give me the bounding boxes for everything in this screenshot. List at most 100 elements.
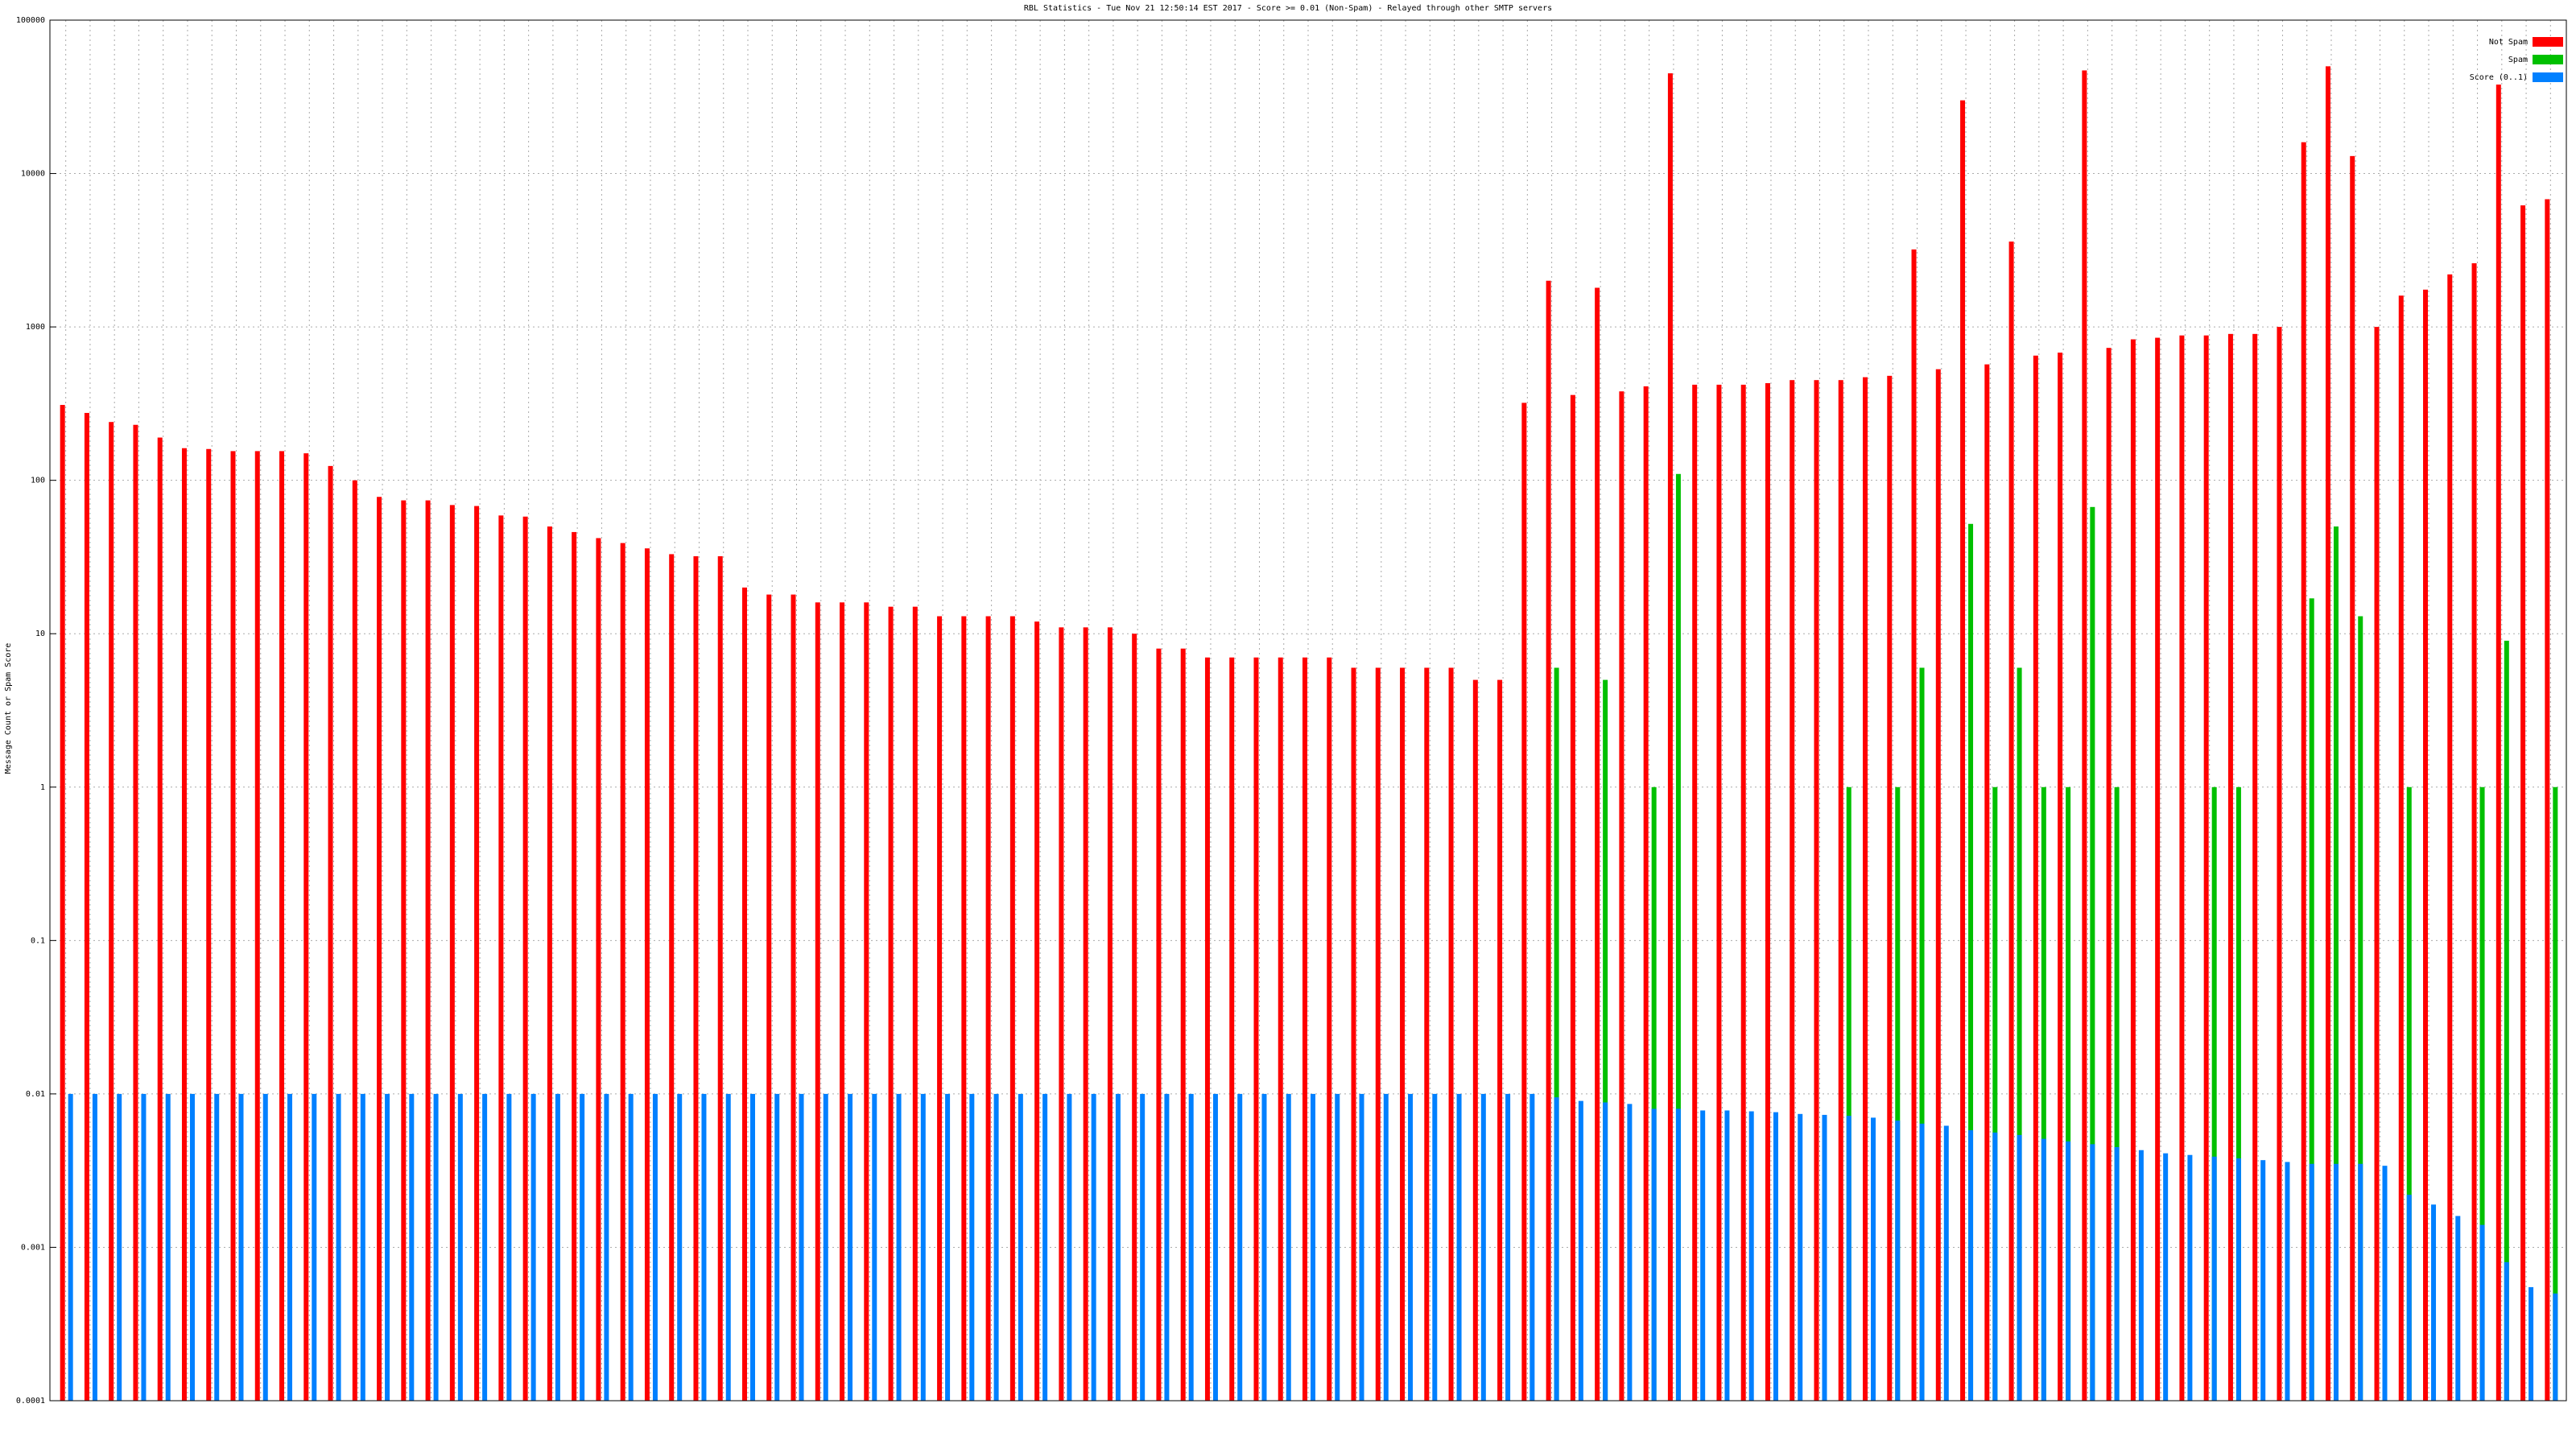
bar	[1530, 1093, 1535, 1401]
bar	[1984, 364, 1990, 1402]
bar	[1798, 1113, 1803, 1401]
y-tick-label: 0.0001	[16, 1397, 45, 1406]
bar	[1067, 1093, 1072, 1401]
bar	[1311, 1093, 1315, 1401]
bar	[1164, 1093, 1170, 1401]
bar	[596, 538, 601, 1401]
bar	[457, 1093, 463, 1401]
bar	[1667, 73, 1673, 1402]
bar	[2350, 155, 2355, 1401]
bar	[669, 554, 675, 1401]
bar	[799, 1093, 804, 1401]
bar	[864, 602, 869, 1401]
bar	[2374, 327, 2380, 1402]
bar	[2471, 263, 2477, 1401]
bar	[2090, 506, 2095, 1401]
bar	[1846, 1116, 1852, 1401]
bar	[2252, 333, 2258, 1401]
y-tick-label: 0.01	[26, 1090, 45, 1099]
bar	[2309, 598, 2314, 1401]
bar	[2203, 335, 2209, 1402]
bar	[774, 1093, 780, 1401]
bar	[580, 1093, 585, 1401]
bar	[1278, 657, 1283, 1401]
bar	[1497, 679, 1503, 1401]
bar	[328, 465, 333, 1401]
bar	[1700, 1110, 1706, 1401]
y-tick-label: 1000	[26, 323, 45, 332]
bar	[2504, 1261, 2509, 1401]
y-tick-label: 10	[35, 630, 45, 638]
bar	[766, 594, 772, 1401]
bar	[1546, 280, 1551, 1401]
bar	[2358, 616, 2363, 1401]
bar	[1253, 657, 1259, 1401]
bar	[2041, 1138, 2046, 1401]
bar	[749, 1093, 755, 1401]
bar	[848, 1093, 853, 1401]
bar	[2545, 199, 2550, 1401]
bar	[1432, 1093, 1438, 1401]
bar	[230, 451, 236, 1401]
bar	[1578, 1100, 1583, 1401]
bar	[2325, 66, 2330, 1402]
bar	[888, 606, 894, 1401]
bar	[1059, 627, 1064, 1401]
bar	[262, 1093, 268, 1401]
bar	[547, 526, 552, 1402]
bar	[1871, 1117, 1876, 1401]
bar	[1968, 1129, 1974, 1401]
bar	[1895, 1121, 1901, 1401]
bar	[2277, 327, 2282, 1402]
legend-label: Score (0..1)	[2470, 73, 2528, 82]
bar	[1773, 1112, 1778, 1401]
bar	[1895, 786, 1901, 1401]
bar	[1943, 1125, 1949, 1401]
bar	[1675, 1108, 1681, 1401]
bar	[1627, 1104, 1633, 1401]
bar	[1935, 369, 1941, 1402]
chart-title: RBL Statistics - Tue Nov 21 12:50:14 EST…	[1024, 4, 1552, 13]
bar	[896, 1093, 902, 1401]
bar	[2106, 348, 2112, 1401]
bar	[628, 1093, 634, 1401]
bar	[1651, 786, 1657, 1401]
bar	[117, 1093, 122, 1401]
bar	[141, 1093, 147, 1401]
bar	[1140, 1093, 1146, 1401]
bar	[1132, 634, 1137, 1401]
bar	[823, 1093, 828, 1401]
bar	[2301, 142, 2306, 1401]
bar	[1237, 1093, 1243, 1401]
bar	[449, 505, 455, 1401]
bar	[1790, 380, 1795, 1402]
bar	[1286, 1093, 1291, 1401]
bar	[401, 500, 407, 1402]
bar	[1643, 386, 1649, 1401]
bar	[1716, 384, 1722, 1401]
bar	[1424, 667, 1430, 1401]
bar	[2553, 1293, 2558, 1401]
bar	[287, 1093, 293, 1401]
bar	[254, 451, 260, 1401]
bar	[572, 531, 577, 1401]
bar	[482, 1093, 488, 1401]
bar	[1554, 1097, 1559, 1401]
bar	[2114, 1146, 2120, 1401]
bar	[2033, 355, 2038, 1402]
bar	[1887, 375, 1893, 1402]
bar	[1156, 648, 1162, 1401]
bar	[2406, 786, 2412, 1401]
bar	[409, 1093, 415, 1401]
bar	[2358, 1163, 2363, 1401]
bar	[189, 1093, 195, 1401]
bar	[1456, 1093, 1462, 1401]
bar	[1180, 648, 1186, 1401]
bar	[279, 451, 285, 1401]
bar	[1302, 657, 1307, 1401]
bar	[1229, 657, 1235, 1401]
bar	[872, 1093, 877, 1401]
bar	[385, 1093, 390, 1401]
y-tick-label: 0.001	[21, 1243, 45, 1252]
